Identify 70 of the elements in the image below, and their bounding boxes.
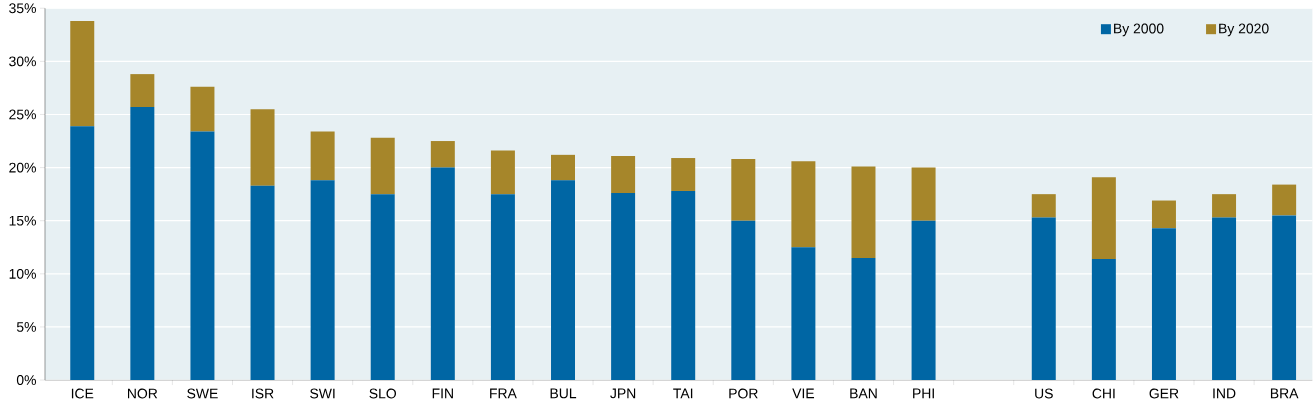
bar: [1091, 258, 1116, 381]
bar: [851, 257, 876, 381]
bar: [551, 180, 576, 381]
bar: [430, 141, 455, 168]
bar: [370, 194, 395, 381]
x-tick-label: SWI: [310, 388, 335, 399]
bar: [671, 158, 696, 191]
legend-label: By 2000: [1114, 23, 1164, 37]
x-tick-label: TAI: [673, 388, 693, 399]
bar: [1212, 194, 1237, 218]
bar: [791, 161, 816, 248]
bar: [70, 126, 95, 381]
bar: [250, 109, 275, 186]
bar: [551, 154, 576, 181]
x-tick-label: BRA: [1270, 388, 1299, 399]
bar: [1272, 215, 1297, 381]
bar: [731, 220, 756, 381]
bar: [490, 150, 515, 195]
y-tick-label: 10%: [9, 268, 36, 279]
bar: [851, 166, 876, 258]
x-tick-label: CHI: [1092, 388, 1115, 399]
bar: [130, 74, 155, 108]
bar: [190, 86, 215, 132]
bar: [671, 190, 696, 381]
bar: [1031, 194, 1056, 218]
x-tick-label: FRA: [490, 388, 517, 399]
bar: [611, 193, 636, 381]
bar: [310, 180, 335, 381]
bar: [911, 220, 936, 381]
x-tick-label: ICE: [71, 388, 94, 399]
x-tick-label: FIN: [432, 388, 453, 399]
y-tick-label: 20%: [9, 162, 36, 173]
bar: [1151, 200, 1176, 229]
bar: [791, 247, 816, 381]
bar: [130, 107, 155, 381]
bar: [1091, 177, 1116, 259]
y-tick-label: 30%: [9, 56, 36, 67]
legend-label: By 2020: [1219, 23, 1269, 37]
bar: [911, 167, 936, 221]
bar: [490, 194, 515, 381]
y-tick-label: 25%: [9, 109, 36, 120]
x-tick-label: BUL: [550, 388, 577, 399]
x-tick-label: VIE: [792, 388, 815, 399]
bar: [430, 167, 455, 381]
bar: [1272, 184, 1297, 216]
y-tick-label: 5%: [16, 322, 36, 332]
y-tick-label: 35%: [9, 3, 36, 14]
x-tick-label: BAN: [850, 388, 877, 399]
x-tick-label: PHI: [913, 388, 934, 399]
x-tick-label: US: [1035, 388, 1053, 399]
x-tick-label: SLO: [369, 388, 397, 399]
bar: [1151, 228, 1176, 381]
x-tick-label: JPN: [610, 388, 636, 399]
x-tick-label: POR: [729, 388, 758, 399]
x-tick-label: IND: [1213, 388, 1236, 399]
bar: [731, 159, 756, 221]
x-tick-label: SWE: [187, 388, 218, 399]
x-tick-label: GER: [1149, 388, 1179, 399]
x-tick-label: NOR: [128, 388, 158, 399]
y-tick-label: 0%: [16, 375, 36, 385]
bar: [1031, 217, 1056, 381]
x-tick-label: ISR: [252, 388, 274, 399]
bar: [611, 155, 636, 194]
bar: [310, 131, 335, 181]
bar: [370, 137, 395, 195]
bar: [1212, 217, 1237, 381]
bar: [250, 185, 275, 381]
bar: [190, 131, 215, 381]
bar: [70, 20, 95, 127]
y-tick-label: 15%: [9, 215, 36, 226]
